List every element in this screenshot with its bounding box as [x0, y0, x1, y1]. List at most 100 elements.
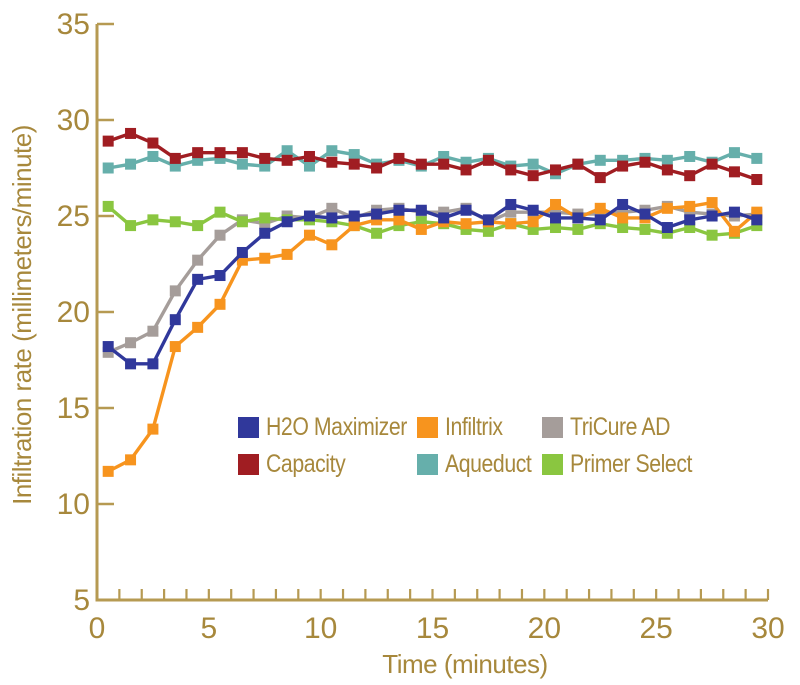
series-marker-capacity — [594, 172, 606, 184]
series-marker-infiltrix — [550, 198, 562, 210]
series-marker-aqueduct — [102, 162, 114, 174]
series-marker-h2o-maximizer — [102, 341, 114, 353]
series-marker-h2o-maximizer — [438, 212, 450, 224]
y-tick-label: 10 — [57, 488, 90, 521]
series-marker-h2o-maximizer — [236, 246, 248, 258]
series-marker-tricure-ad — [192, 254, 204, 266]
series-marker-tricure-ad — [125, 337, 137, 349]
series-marker-h2o-maximizer — [706, 210, 718, 222]
series-marker-aqueduct — [259, 160, 271, 172]
series-marker-aqueduct — [751, 152, 763, 164]
series-marker-h2o-maximizer — [617, 198, 629, 210]
series-marker-tricure-ad — [505, 206, 517, 218]
series-marker-infiltrix — [460, 218, 472, 230]
series-marker-infiltrix — [147, 423, 159, 435]
series-marker-aqueduct — [125, 158, 137, 170]
y-tick-label: 15 — [57, 392, 90, 425]
series-marker-tricure-ad — [102, 346, 114, 358]
series-marker-aqueduct — [214, 152, 226, 164]
series-marker-h2o-maximizer — [639, 208, 651, 220]
series-marker-capacity — [550, 164, 562, 176]
series-marker-capacity — [259, 152, 271, 164]
series-marker-capacity — [348, 158, 360, 170]
y-tick-label: 25 — [57, 200, 90, 233]
series-marker-capacity — [393, 152, 405, 164]
series-marker-aqueduct — [527, 158, 539, 170]
series-marker-primer-select — [371, 227, 383, 239]
series-marker-capacity — [572, 158, 584, 170]
series-marker-capacity — [728, 166, 740, 178]
series-marker-capacity — [482, 154, 494, 166]
series-marker-capacity — [303, 150, 315, 162]
series-marker-primer-select — [706, 229, 718, 241]
series-marker-h2o-maximizer — [371, 208, 383, 220]
series-marker-capacity — [192, 147, 204, 159]
series-marker-capacity — [706, 158, 718, 170]
series-marker-infiltrix — [102, 465, 114, 477]
series-marker-capacity — [661, 164, 673, 176]
series-marker-h2o-maximizer — [125, 358, 137, 370]
series-marker-tricure-ad — [594, 208, 606, 220]
series-marker-capacity — [169, 152, 181, 164]
series-marker-primer-select — [393, 220, 405, 232]
series-marker-aqueduct — [192, 154, 204, 166]
series-marker-aqueduct — [281, 145, 293, 157]
series-marker-aqueduct — [169, 160, 181, 172]
series-marker-capacity — [326, 156, 338, 168]
x-tick-label: 15 — [416, 612, 449, 645]
x-tick-label: 10 — [304, 612, 337, 645]
series-marker-h2o-maximizer — [751, 214, 763, 226]
series-marker-capacity — [617, 160, 629, 172]
series-marker-h2o-maximizer — [415, 204, 427, 216]
series-marker-h2o-maximizer — [505, 198, 517, 210]
x-tick-label: 30 — [751, 612, 784, 645]
series-marker-h2o-maximizer — [281, 216, 293, 228]
y-tick-label: 5 — [73, 584, 90, 617]
series-marker-primer-select — [259, 212, 271, 224]
series-marker-infiltrix — [684, 200, 696, 212]
series-line-h2o-maximizer — [107, 202, 758, 366]
series-marker-infiltrix — [125, 454, 137, 466]
series-marker-capacity — [505, 164, 517, 176]
series-marker-tricure-ad — [259, 218, 271, 230]
series-marker-aqueduct — [236, 158, 248, 170]
series-marker-tricure-ad — [326, 202, 338, 214]
series-marker-primer-select — [460, 223, 472, 235]
series-marker-h2o-maximizer — [303, 210, 315, 222]
series-marker-capacity — [438, 158, 450, 170]
series-marker-capacity — [214, 147, 226, 159]
series-marker-aqueduct — [348, 149, 360, 161]
series-marker-capacity — [102, 135, 114, 147]
y-tick-label: 20 — [57, 296, 90, 329]
series-marker-primer-select — [550, 222, 562, 234]
series-marker-tricure-ad — [550, 206, 562, 218]
series-marker-infiltrix — [661, 202, 673, 214]
series-marker-infiltrix — [393, 214, 405, 226]
series-marker-h2o-maximizer — [594, 214, 606, 226]
y-tick-label: 35 — [57, 8, 90, 41]
series-marker-infiltrix — [169, 341, 181, 353]
series-marker-primer-select — [684, 222, 696, 234]
series-marker-capacity — [684, 170, 696, 182]
series-marker-h2o-maximizer — [482, 214, 494, 226]
series-marker-infiltrix — [236, 254, 248, 266]
series-marker-h2o-maximizer — [326, 212, 338, 224]
series-marker-capacity — [639, 156, 651, 168]
series-marker-tricure-ad — [214, 229, 226, 241]
series-marker-primer-select — [482, 225, 494, 237]
series-marker-h2o-maximizer — [169, 314, 181, 326]
series-marker-infiltrix — [706, 197, 718, 209]
series-marker-capacity — [460, 164, 472, 176]
series-marker-aqueduct — [684, 150, 696, 162]
series-marker-aqueduct — [303, 160, 315, 172]
x-axis-title: Time (minutes) — [382, 649, 547, 679]
series-marker-h2o-maximizer — [728, 206, 740, 218]
series-marker-primer-select — [102, 200, 114, 212]
series-marker-capacity — [527, 170, 539, 182]
series-marker-h2o-maximizer — [348, 210, 360, 222]
series-marker-primer-select — [147, 214, 159, 226]
series-marker-aqueduct — [661, 154, 673, 166]
